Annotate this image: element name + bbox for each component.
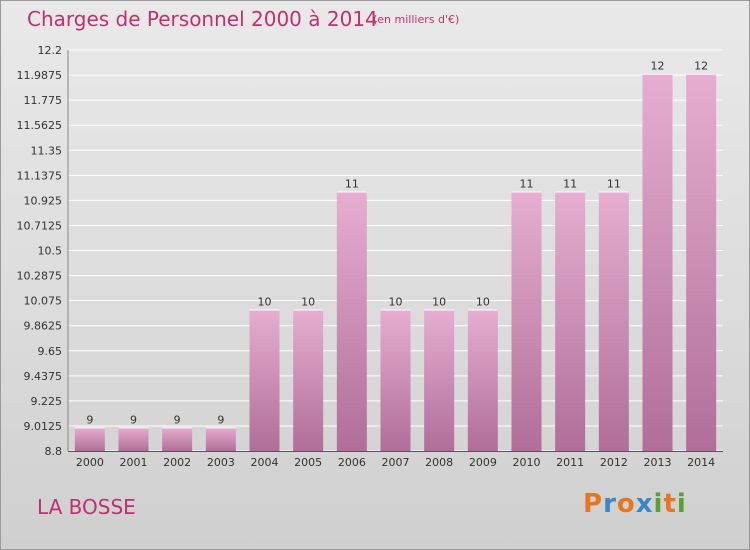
logo-letter: x bbox=[635, 489, 654, 519]
data-label: 12 bbox=[694, 60, 708, 73]
proxiti-logo: Proxiti bbox=[583, 489, 687, 519]
y-tick-label: 12.2 bbox=[38, 44, 63, 57]
bar-2004 bbox=[249, 309, 280, 451]
bar-2007 bbox=[380, 309, 411, 451]
data-label: 11 bbox=[520, 178, 534, 191]
data-labels: 9 9 9 9 10 10 11 10 10 10 11 11 11 12 12 bbox=[86, 60, 708, 427]
x-tick-label: 2013 bbox=[644, 456, 672, 469]
logo-letter: r bbox=[603, 489, 617, 519]
data-label: 9 bbox=[86, 413, 93, 426]
bar-2009 bbox=[467, 309, 498, 451]
commune-name: LA BOSSE bbox=[37, 495, 136, 519]
y-tick-label: 10.7125 bbox=[17, 219, 63, 232]
x-tick-label: 2011 bbox=[556, 456, 584, 469]
data-label: 9 bbox=[130, 413, 137, 426]
y-tick-label: 10.2875 bbox=[17, 270, 63, 283]
bar-2010 bbox=[511, 191, 542, 451]
y-tick-label: 10.075 bbox=[24, 295, 63, 308]
x-tick-label: 2000 bbox=[76, 456, 104, 469]
y-tick-label: 9.4375 bbox=[24, 370, 63, 383]
data-label: 11 bbox=[345, 178, 359, 191]
data-label: 9 bbox=[174, 413, 181, 426]
data-label: 10 bbox=[476, 295, 490, 308]
bar-2008 bbox=[424, 309, 455, 451]
bar-2013 bbox=[642, 73, 673, 452]
y-tick-label: 11.9875 bbox=[17, 69, 63, 82]
y-tick-label: 11.1375 bbox=[17, 169, 63, 182]
bar-2005 bbox=[293, 309, 324, 451]
logo-letter: i bbox=[653, 489, 664, 519]
bars bbox=[74, 73, 717, 452]
data-label: 10 bbox=[389, 295, 403, 308]
bar-2006 bbox=[336, 191, 367, 451]
x-axis-ticks: 2000 2001 2002 2003 2004 2005 2006 2007 2008 2009… bbox=[76, 456, 715, 469]
data-label: 11 bbox=[607, 178, 621, 191]
bar-2001 bbox=[118, 427, 149, 451]
bar-2014 bbox=[686, 73, 717, 452]
data-label: 10 bbox=[432, 295, 446, 308]
data-label: 12 bbox=[651, 60, 665, 73]
data-label: 10 bbox=[301, 295, 315, 308]
bar-2012 bbox=[598, 191, 629, 451]
y-tick-label: 9.0125 bbox=[24, 420, 63, 433]
chart-title: Charges de Personnel 2000 à 2014 bbox=[27, 7, 378, 31]
x-tick-label: 2001 bbox=[120, 456, 148, 469]
x-tick-label: 2008 bbox=[425, 456, 453, 469]
y-tick-label: 9.225 bbox=[31, 395, 63, 408]
bar-2002 bbox=[162, 427, 193, 451]
x-tick-label: 2007 bbox=[382, 456, 410, 469]
y-tick-label: 9.8625 bbox=[24, 320, 63, 333]
logo-letter: t bbox=[663, 489, 677, 519]
bar-2003 bbox=[205, 427, 236, 451]
x-tick-label: 2002 bbox=[163, 456, 191, 469]
x-tick-label: 2014 bbox=[687, 456, 715, 469]
y-tick-label: 9.65 bbox=[38, 345, 63, 358]
y-tick-label: 10.925 bbox=[24, 194, 63, 207]
data-label: 10 bbox=[258, 295, 272, 308]
y-axis-ticks: 8.8 9.0125 9.225 9.4375 9.65 9.8625 10.075 10.2… bbox=[17, 44, 63, 458]
bar-2011 bbox=[555, 191, 586, 451]
x-tick-label: 2006 bbox=[338, 456, 366, 469]
x-tick-label: 2010 bbox=[513, 456, 541, 469]
y-tick-label: 11.775 bbox=[24, 94, 63, 107]
x-tick-label: 2009 bbox=[469, 456, 497, 469]
bar-2000 bbox=[74, 427, 105, 451]
x-tick-label: 2005 bbox=[294, 456, 322, 469]
x-tick-label: 2012 bbox=[600, 456, 628, 469]
y-tick-label: 11.5625 bbox=[17, 119, 63, 132]
x-tick-label: 2003 bbox=[207, 456, 235, 469]
y-tick-label: 8.8 bbox=[45, 445, 63, 458]
logo-letter: i bbox=[676, 489, 687, 519]
chart-subtitle: (en milliers d'€) bbox=[373, 13, 460, 26]
data-label: 9 bbox=[217, 413, 224, 426]
logo-letter: P bbox=[583, 489, 604, 519]
data-label: 11 bbox=[563, 178, 577, 191]
y-tick-label: 11.35 bbox=[31, 144, 63, 157]
x-tick-label: 2004 bbox=[251, 456, 279, 469]
axes bbox=[67, 50, 723, 452]
logo-letter: o bbox=[616, 489, 636, 519]
y-tick-label: 10.5 bbox=[38, 245, 63, 258]
